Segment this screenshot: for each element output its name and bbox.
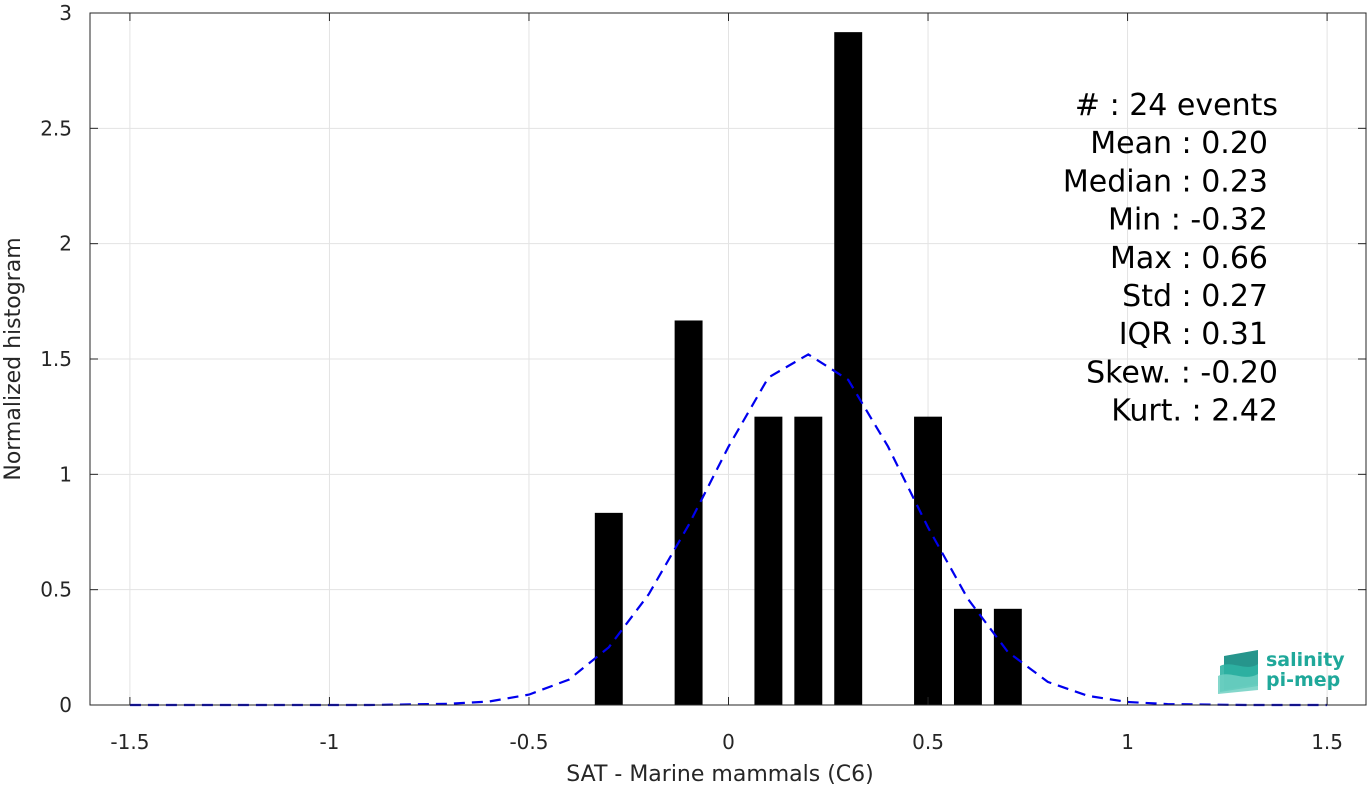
y-tick-label-2: 1 <box>59 462 72 486</box>
y-tick-label-1: 0.5 <box>40 578 72 602</box>
stat-line-2: Median : 0.23 <box>1063 164 1268 199</box>
histogram-bar-7 <box>993 608 1022 705</box>
histogram-bar-0 <box>594 512 623 705</box>
y-tick-label-4: 2 <box>59 232 72 256</box>
stat-line-5: Std : 0.27 <box>1122 279 1268 314</box>
logo-waves-icon <box>1218 650 1258 694</box>
histogram-bar-5 <box>914 416 942 705</box>
y-tick-label-3: 1.5 <box>40 347 72 371</box>
stat-line-3: Min : -0.32 <box>1108 203 1268 238</box>
bars <box>594 32 1022 706</box>
x-axis-label: SAT - Marine mammals (C6) <box>566 762 874 785</box>
axes <box>89 12 1367 706</box>
y-tick-label-0: 0 <box>59 693 72 717</box>
tick-labels: -1.5 -1 -0.5 0 0.5 1 1.5 0 0.5 1 1.5 2 2.5 3 <box>40 1 1343 754</box>
salinity-pimep-logo: salinity pi-mep <box>1218 649 1345 694</box>
x-tick-label-3: 0 <box>722 730 735 754</box>
stat-line-4: Max : 0.66 <box>1110 241 1268 276</box>
histogram-bar-1 <box>674 320 703 705</box>
stat-line-1: Mean : 0.20 <box>1090 126 1268 161</box>
histogram-bar-2 <box>754 416 783 705</box>
logo-line1: salinity <box>1266 649 1345 671</box>
stat-line-6: IQR : 0.31 <box>1119 317 1268 352</box>
histogram-bar-6 <box>953 608 982 705</box>
y-axis-label: Normalized histogram <box>1 237 26 480</box>
x-tick-label-2: -0.5 <box>509 730 548 754</box>
x-tick-label-6: 1.5 <box>1311 730 1343 754</box>
x-tick-label-5: 1 <box>1121 730 1134 754</box>
stat-line-7: Skew. : -0.20 <box>1086 355 1278 390</box>
histogram-bar-4 <box>834 32 863 706</box>
histogram-bar-3 <box>794 416 823 705</box>
logo-line2: pi-mep <box>1266 669 1340 691</box>
stat-line-0: # : 24 events <box>1075 88 1278 123</box>
x-tick-label-0: -1.5 <box>110 730 149 754</box>
stat-line-8: Kurt. : 2.42 <box>1111 394 1278 429</box>
x-tick-label-4: 0.5 <box>912 730 944 754</box>
y-tick-label-6: 3 <box>59 1 72 25</box>
x-tick-label-1: -1 <box>319 730 339 754</box>
y-tick-label-5: 2.5 <box>40 116 72 140</box>
